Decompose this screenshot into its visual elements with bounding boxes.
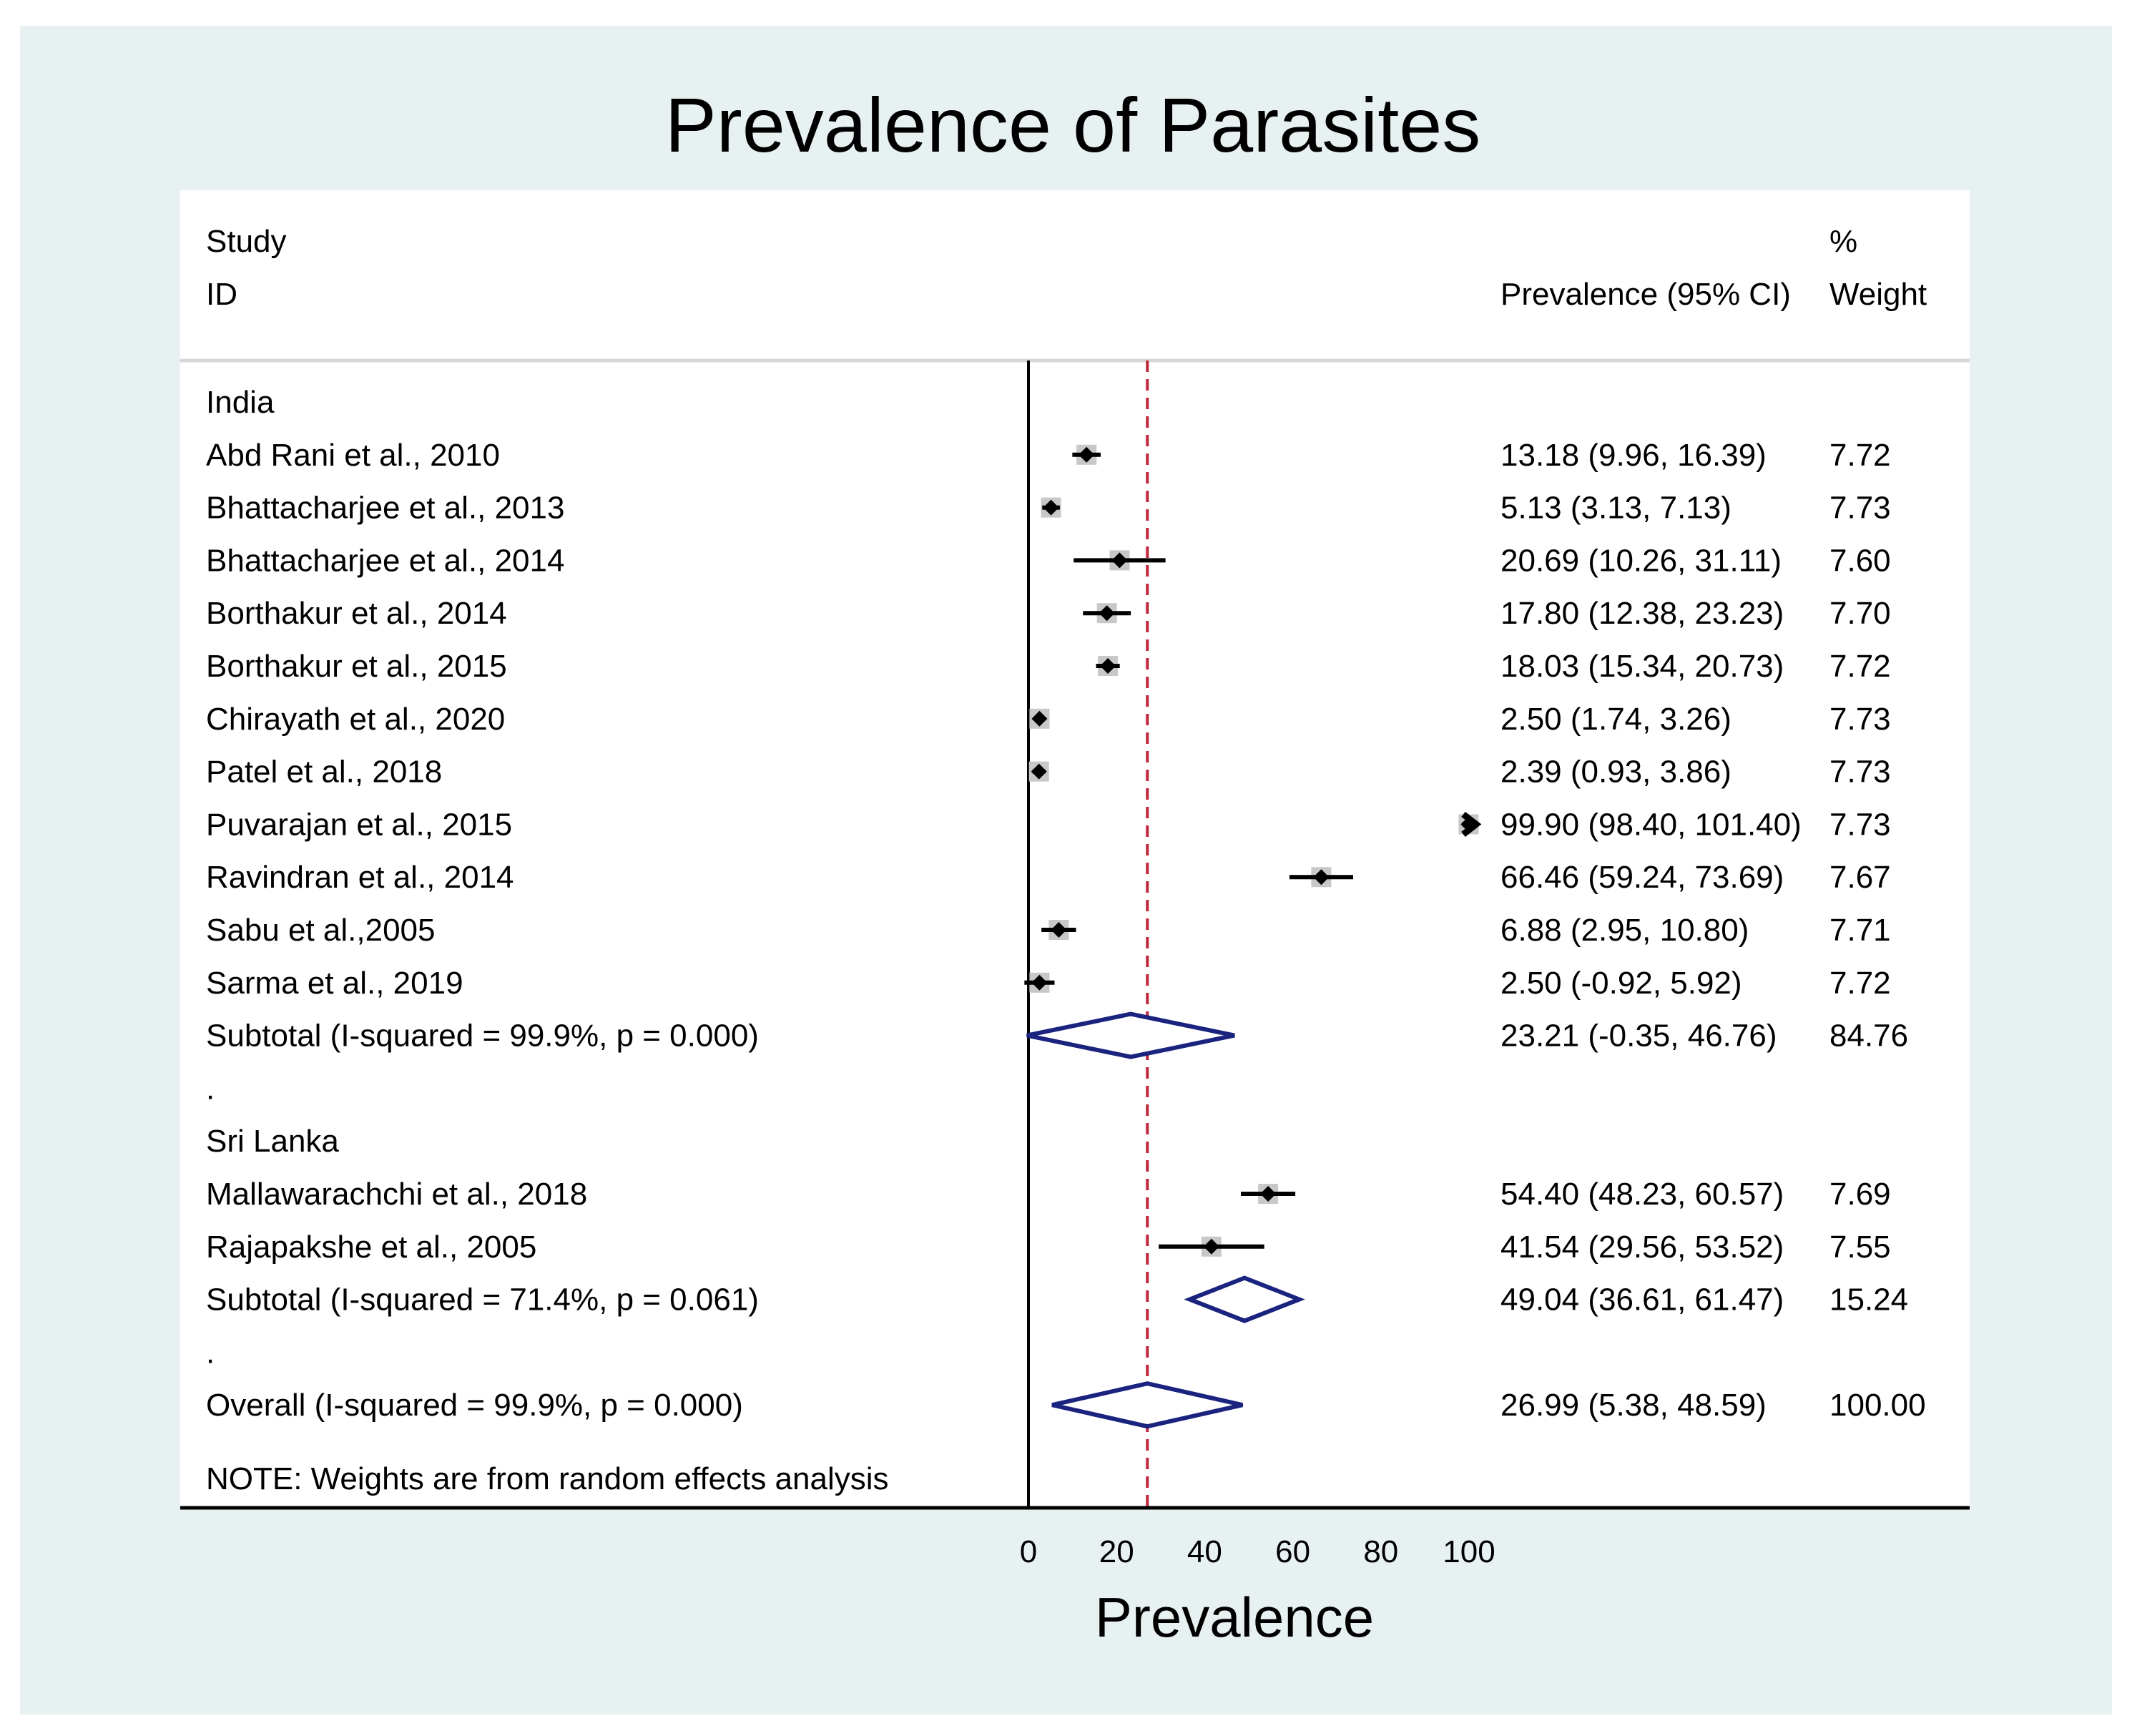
point-estimate [1051, 922, 1067, 938]
row-ci: 17.80 (12.38, 23.23) [1500, 596, 1784, 631]
row-weight: 7.72 [1829, 438, 1891, 473]
x-axis-ticks: 0 20 40 60 80 100 [1020, 1534, 1495, 1569]
point-estimate [1203, 1238, 1219, 1255]
row-label: Abd Rani et al., 2010 [206, 438, 500, 473]
x-tick-label: 40 [1187, 1534, 1222, 1569]
point-estimate [1031, 763, 1047, 780]
row-label: . [206, 1071, 215, 1106]
row-ci: 6.88 (2.95, 10.80) [1500, 913, 1749, 948]
row-weight: 7.70 [1829, 596, 1891, 631]
row-weight: 7.72 [1829, 649, 1891, 684]
point-estimate [1111, 552, 1128, 569]
row-weight: 7.71 [1829, 913, 1891, 948]
header-id: ID [206, 277, 237, 312]
row-label: . [206, 1335, 215, 1370]
point-estimate [1100, 658, 1116, 674]
header-percent: % [1829, 224, 1857, 259]
plot-marks [1024, 361, 1482, 1508]
subtotal-diamond [1184, 1275, 1305, 1323]
row-ci: 2.50 (-0.92, 5.92) [1500, 966, 1742, 1001]
row-weight: 7.60 [1829, 543, 1891, 578]
row-weight: 15.24 [1829, 1283, 1908, 1318]
row-weight: 7.73 [1829, 491, 1891, 526]
x-tick-label: 100 [1443, 1534, 1495, 1569]
row-ci: 54.40 (48.23, 60.57) [1500, 1177, 1784, 1212]
row-label: Subtotal (I-squared = 71.4%, p = 0.061) [206, 1283, 759, 1318]
row-weight: 100.00 [1829, 1388, 1926, 1423]
row-label: Chirayath et al., 2020 [206, 702, 505, 737]
row-ci: 13.18 (9.96, 16.39) [1500, 438, 1767, 473]
row-ci: 41.54 (29.56, 53.52) [1500, 1230, 1784, 1265]
footnote: NOTE: Weights are from random effects an… [206, 1461, 889, 1496]
row-weight: 7.73 [1829, 807, 1891, 842]
header-study: Study [206, 224, 287, 259]
row-label: Ravindran et al., 2014 [206, 860, 514, 895]
row-label: Mallawarachchi et al., 2018 [206, 1177, 587, 1212]
row-ci: 23.21 (-0.35, 46.76) [1500, 1019, 1777, 1054]
row-label: Borthakur et al., 2014 [206, 596, 507, 631]
study-rows: India Abd Rani et al., 2010 13.18 (9.96, 1… [206, 385, 1926, 1423]
x-tick-label: 60 [1275, 1534, 1310, 1569]
x-tick-label: 0 [1020, 1534, 1037, 1569]
overall-diamond [1051, 1381, 1243, 1429]
row-label: Sri Lanka [206, 1124, 339, 1159]
row-weight: 84.76 [1829, 1019, 1908, 1054]
row-weight: 7.67 [1829, 860, 1891, 895]
point-estimate [1031, 974, 1048, 991]
row-weight: 7.69 [1829, 1177, 1891, 1212]
row-label: Patel et al., 2018 [206, 755, 442, 790]
point-estimate [1460, 816, 1477, 833]
row-ci: 2.50 (1.74, 3.26) [1500, 702, 1731, 737]
row-label: Bhattacharjee et al., 2013 [206, 491, 564, 526]
row-label: Bhattacharjee et al., 2014 [206, 543, 564, 578]
row-ci: 20.69 (10.26, 31.11) [1500, 543, 1782, 578]
x-tick-label: 80 [1363, 1534, 1398, 1569]
row-weight: 7.72 [1829, 966, 1891, 1001]
row-label: India [206, 385, 275, 420]
row-label: Sabu et al.,2005 [206, 913, 435, 948]
x-tick-label: 20 [1099, 1534, 1134, 1569]
row-weight: 7.73 [1829, 702, 1891, 737]
row-ci: 99.90 (98.40, 101.40) [1500, 807, 1802, 842]
row-ci: 18.03 (15.34, 20.73) [1500, 649, 1784, 684]
row-label: Puvarajan et al., 2015 [206, 807, 512, 842]
row-label: Subtotal (I-squared = 99.9%, p = 0.000) [206, 1019, 759, 1054]
x-axis-label: Prevalence [1095, 1586, 1374, 1649]
point-estimate [1099, 605, 1115, 622]
point-estimate [1313, 869, 1330, 886]
row-label: Overall (I-squared = 99.9%, p = 0.000) [206, 1388, 743, 1423]
row-label: Sarma et al., 2019 [206, 966, 463, 1001]
point-estimate [1079, 446, 1095, 463]
row-label: Rajapakshe et al., 2005 [206, 1230, 536, 1265]
row-ci: 5.13 (3.13, 7.13) [1500, 491, 1731, 526]
plot-panel [180, 190, 1970, 1509]
row-weight: 7.55 [1829, 1230, 1891, 1265]
row-ci: 66.46 (59.24, 73.69) [1500, 860, 1784, 895]
row-ci: 2.39 (0.93, 3.86) [1500, 755, 1731, 790]
row-weight: 7.73 [1829, 755, 1891, 790]
point-estimate [1043, 499, 1059, 516]
header-weight: Weight [1829, 277, 1927, 312]
row-ci: 26.99 (5.38, 48.59) [1500, 1388, 1767, 1423]
point-estimate [1031, 710, 1048, 727]
point-estimate [1260, 1186, 1277, 1202]
row-ci: 49.04 (36.61, 61.47) [1500, 1283, 1784, 1318]
subtotal-diamond [1026, 1011, 1235, 1059]
row-label: Borthakur et al., 2015 [206, 649, 507, 684]
chart-title: Prevalence of Parasites [665, 82, 1481, 168]
header-ci: Prevalence (95% CI) [1500, 277, 1791, 312]
